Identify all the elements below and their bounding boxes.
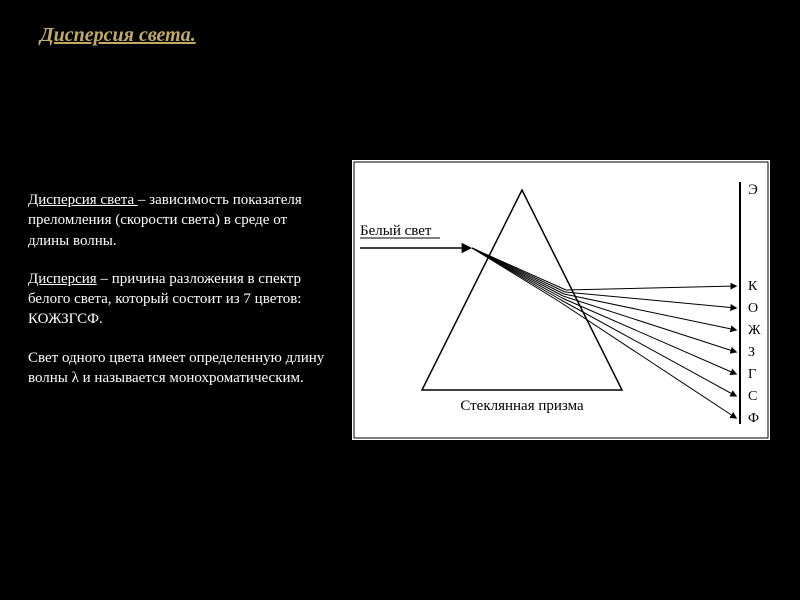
page-title: Дисперсия света. [40, 24, 196, 47]
svg-text:З: З [748, 345, 755, 360]
svg-text:О: О [748, 301, 758, 316]
prism-svg: Белый свет КОЖЗГСФ Стеклянная призма Э [352, 160, 770, 440]
svg-text:С: С [748, 389, 757, 404]
paragraph-3: Свет одного цвета имеет определенную дли… [28, 348, 328, 389]
prism-diagram: Белый свет КОЖЗГСФ Стеклянная призма Э [352, 160, 770, 440]
svg-text:Ф: Ф [748, 411, 759, 426]
svg-text:Белый свет: Белый свет [360, 223, 432, 239]
svg-text:К: К [748, 279, 758, 294]
term-2: Дисперсия [28, 271, 97, 287]
definition-text: Дисперсия света – зависимость показателя… [28, 190, 328, 406]
svg-text:Ж: Ж [748, 323, 761, 338]
term-1: Дисперсия света [28, 192, 138, 208]
svg-text:Г: Г [748, 367, 756, 382]
paragraph-2: Дисперсия – причина разложения в спектр … [28, 269, 328, 330]
paragraph-1: Дисперсия света – зависимость показателя… [28, 190, 328, 251]
svg-text:Э: Э [748, 182, 758, 198]
svg-text:Стеклянная призма: Стеклянная призма [460, 398, 584, 414]
